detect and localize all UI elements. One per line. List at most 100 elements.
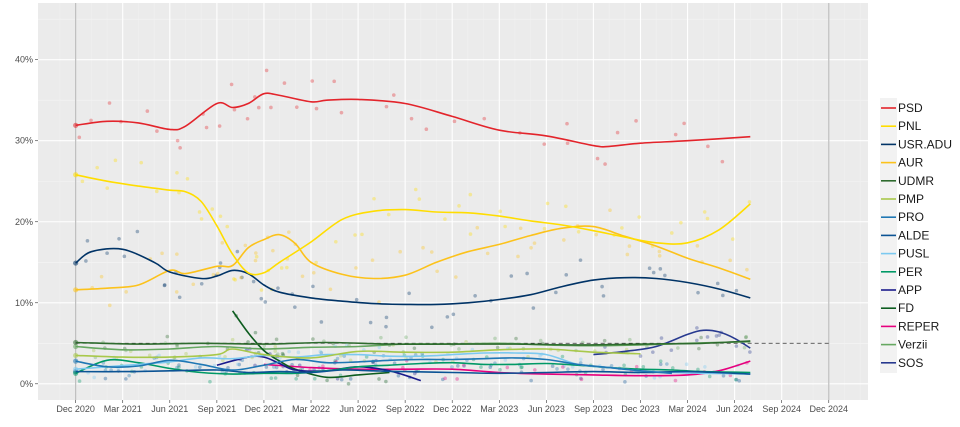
poll-point-fd [384,379,388,384]
poll-point-usr.adu [430,325,434,330]
series-line-udmr [75,340,751,346]
poll-point-usr.adu [554,290,558,295]
poll-point-usr.adu [162,283,167,287]
poll-point-pmp [91,348,96,353]
poll-point-reper [533,368,537,372]
poll-point-aur [174,290,179,294]
poll-point-aur [435,269,439,274]
poll-point-pnl [457,204,461,208]
poll-point-pnl [225,224,230,229]
poll-point-sos [714,334,719,338]
x-tick-label: Mar 2021 [104,404,142,414]
poll-point-psd [384,104,389,109]
poll-point-pusl [570,365,575,369]
poll-point-fd [280,351,285,356]
poll-point-psd [706,144,710,149]
poll-point-psd [178,146,182,150]
poll-point-usr.adu [647,266,652,270]
poll-point-pnl [185,176,190,181]
poll-point-aur [454,275,458,279]
poll-point-psd [155,129,159,133]
poll-point-pnl [545,201,550,206]
poll-point-pusl [236,362,240,367]
x-axis: Dec 2020 Mar 2021 Jun 2021 Sep 2021 Dec 2021… [56,400,848,414]
poll-point-sos [638,354,643,358]
poll-point-psd [409,116,414,121]
election-date-lines [75,3,830,400]
poll-point-usr.adu [122,254,127,259]
legend-label: PER [898,265,923,279]
poll-point-alde [579,376,583,381]
poll-point-pusl [377,345,382,350]
poll-point-per [208,379,212,384]
poll-point-reper [505,365,510,370]
poll-point-psd [720,159,725,164]
poll-point-aur [239,275,243,280]
poll-point-per [733,377,738,382]
poll-point-aur [220,241,225,245]
poll-point-per [273,376,278,380]
poll-points [73,68,752,386]
poll-point-aur [243,243,248,248]
poll-point-usr.adu [117,237,121,241]
poll-point-sos [695,326,699,330]
poll-point-sos [659,336,664,340]
poll-point-aur [608,208,612,213]
y-tick-label: 0% [20,379,33,389]
poll-point-verzii [404,335,408,339]
poll-point-usr.adu [311,284,315,289]
poll-point-aur [287,230,291,234]
poll-point-per [670,366,675,370]
poll-point-psd [294,105,299,109]
poll-point-pmp [464,339,468,344]
election-result-point [73,122,79,128]
series-line-sos [593,329,751,356]
poll-point-pnl [175,170,179,175]
poll-point-psd [232,107,237,112]
poll-point-reper [443,376,447,381]
poll-point-pnl [468,192,473,197]
poll-point-usr.adu [384,324,388,329]
poll-point-udmr [699,335,703,340]
poll-point-pmp [221,358,225,363]
series-line-pmp [75,348,641,359]
poll-point-aur [532,241,537,245]
poll-point-psd [595,156,600,161]
poll-point-usr.adu [263,300,268,304]
election-result-point [73,172,79,178]
poll-point-psd [107,101,112,105]
poll-point-pusl [562,364,566,369]
poll-point-pnl [576,230,581,234]
poll-point-pusl [157,353,161,358]
poll-point-usr.adu [509,274,514,278]
legend-label: AUR [898,156,924,170]
poll-point-psd [204,125,209,130]
poll-point-aur [215,271,220,276]
poll-point-pnl [218,214,223,219]
legend-label: FD [898,301,914,315]
poll-point-pro [272,365,276,369]
poll-point-udmr [165,334,170,339]
poll-point-udmr [744,335,748,340]
poll-point-psd [314,106,319,111]
poll-point-aur [370,258,375,262]
poll-point-psd [269,105,273,110]
poll-point-usr.adu [240,275,244,280]
poll-point-psd [565,121,569,126]
poll-point-reper [673,378,678,383]
poll-point-alde [124,377,128,381]
series-line-pnl [75,174,751,276]
poll-point-alde [339,377,344,382]
poll-point-usr.adu [473,294,477,298]
poll-point-psd [264,68,269,73]
poll-point-pnl [702,210,707,214]
poll-point-pnl [177,190,181,195]
poll-point-udmr [412,346,417,351]
poll-point-usr.adu [276,286,280,290]
poll-point-pnl [468,232,473,236]
poll-point-per [177,365,181,370]
poll-point-sos [734,344,739,348]
poll-point-sos [717,333,722,337]
poll-point-aur [211,272,216,277]
y-tick-label: 20% [15,217,33,227]
